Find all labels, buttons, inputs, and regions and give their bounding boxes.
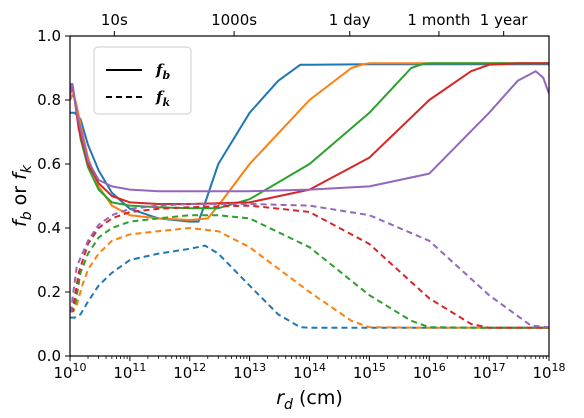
legend-label-fk: fk bbox=[155, 88, 170, 109]
y-axis-label: fb​ or fk​ bbox=[9, 164, 35, 227]
legend-box bbox=[93, 46, 192, 115]
x-tick-label: 1017 bbox=[473, 361, 506, 382]
series-3-fk-line bbox=[70, 214, 549, 329]
x-tick-label: 1010 bbox=[53, 361, 86, 382]
y-tick-label: 0.2 bbox=[37, 283, 61, 301]
x-tick-label: 1012 bbox=[173, 361, 206, 382]
x-tick-label: 1016 bbox=[413, 361, 446, 382]
x-tick-label: 1014 bbox=[293, 361, 326, 382]
top-tick-label: 1 year bbox=[480, 11, 529, 29]
series-1-fb-line bbox=[70, 63, 549, 223]
top-tick-label: 1 month bbox=[407, 11, 470, 29]
ticks-layer: 1010 1011 1012 1013 1014 1015 1016 1017 1018 0.0 0… bbox=[37, 11, 565, 382]
series-5-fb-line bbox=[70, 70, 549, 193]
top-tick-label: 10s bbox=[101, 11, 128, 29]
series-5-fk-line bbox=[70, 203, 549, 329]
x-tick-label: 1018 bbox=[532, 361, 565, 382]
series-layer bbox=[70, 62, 549, 329]
y-tick-label: 0.8 bbox=[37, 91, 61, 109]
y-tick-label: 0.6 bbox=[37, 155, 61, 173]
series-1-fk-line bbox=[70, 244, 549, 329]
y-tick-label: 0.4 bbox=[37, 219, 61, 237]
y-tick-label: 1.0 bbox=[37, 27, 61, 45]
top-tick-label: 1 day bbox=[329, 11, 371, 29]
top-tick-label: 1000s bbox=[211, 11, 257, 29]
legend: fb fk bbox=[93, 46, 192, 115]
x-tick-label: 1013 bbox=[233, 361, 266, 382]
series-2-fk-line bbox=[70, 227, 549, 329]
legend-label-fb: fb bbox=[155, 61, 170, 82]
series-4-fk-line bbox=[70, 204, 549, 329]
x-tick-label: 1011 bbox=[113, 361, 146, 382]
x-axis-label: rd​ (cm) bbox=[276, 387, 343, 413]
x-tick-label: 1015 bbox=[353, 361, 386, 382]
y-tick-label: 0.0 bbox=[37, 347, 61, 365]
